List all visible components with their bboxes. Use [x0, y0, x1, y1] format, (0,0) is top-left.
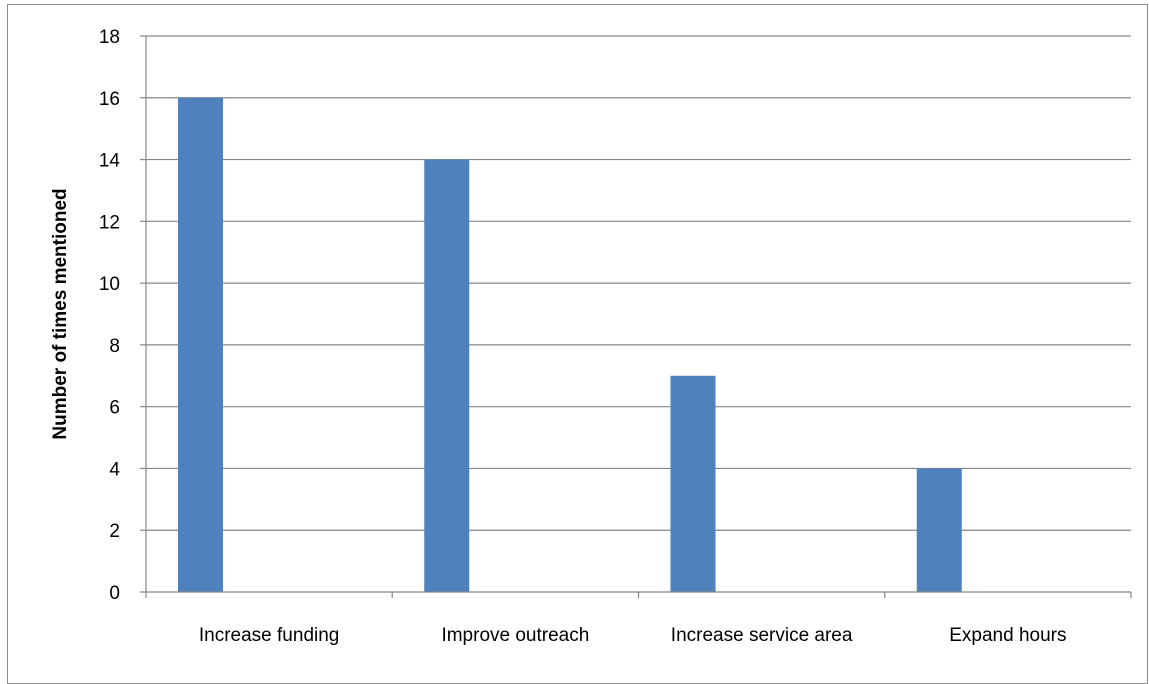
- bar: [916, 468, 962, 592]
- y-tick-label: 6: [109, 398, 120, 419]
- bars: [178, 97, 962, 593]
- y-tick-label: 10: [99, 274, 120, 295]
- y-tick-label: 14: [99, 151, 121, 172]
- y-tick-label: 12: [99, 212, 120, 233]
- axes: [140, 35, 1132, 598]
- x-category-label: Increase funding: [199, 625, 340, 646]
- bar: [178, 97, 223, 593]
- y-tick-label: 8: [109, 336, 120, 357]
- x-category-label: Expand hours: [949, 625, 1066, 646]
- x-category-labels: Increase funding Improve outreach Increase…: [199, 625, 1067, 646]
- y-tick-label: 2: [109, 521, 120, 542]
- x-category-label: Improve outreach: [441, 625, 589, 646]
- bar: [424, 159, 470, 593]
- y-tick-label: 0: [109, 583, 120, 604]
- y-tick-label: 4: [109, 459, 120, 480]
- x-category-label: Increase service area: [671, 625, 853, 646]
- gridlines: [146, 35, 1131, 531]
- y-tick-label: 18: [99, 27, 120, 48]
- bar: [670, 375, 716, 592]
- y-tick-labels: 0 2 4 6 8 10 12 14 16 18: [99, 27, 121, 604]
- y-axis-title: Number of times mentioned: [50, 188, 71, 439]
- y-tick-label: 16: [99, 89, 120, 110]
